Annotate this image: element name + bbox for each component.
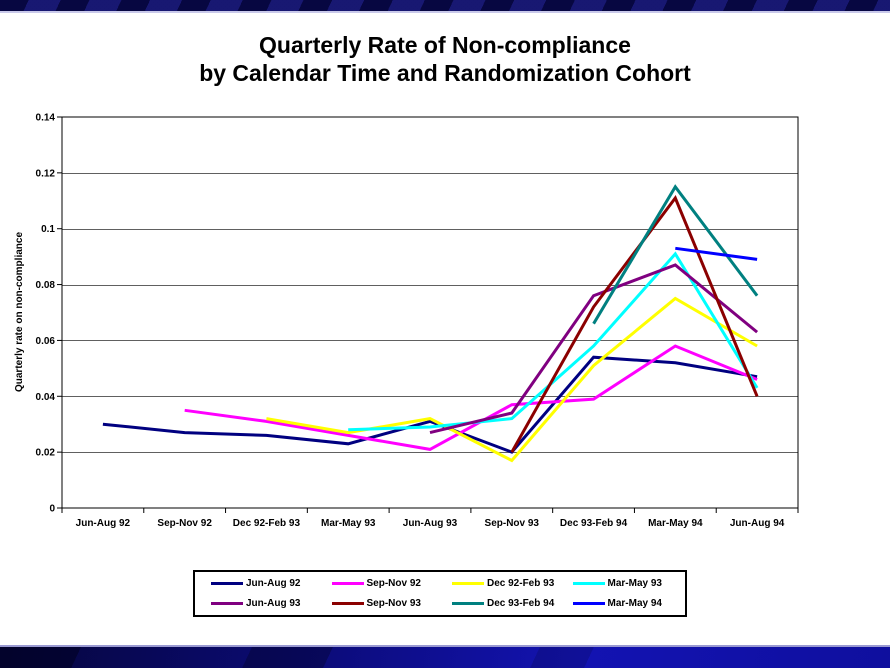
x-tick-label: Dec 92-Feb 93 [233, 518, 301, 529]
legend-swatch [572, 581, 605, 585]
chart-canvas: 0 0.02 0.04 0.06 0.08 0.1 0.12 0.14 Jun-Aug 92 Se… [14, 113, 799, 530]
legend-label: Mar-May 93 [607, 577, 662, 589]
legend-entry: Dec 93-Feb 94 [440, 598, 561, 609]
axis-tick-labels: 0 0.02 0.04 0.06 0.08 0.1 0.12 0.14 Jun-Aug 92 Se… [36, 113, 785, 530]
chart-legend: Jun-Aug 92 Sep-Nov 92 Dec 92-Feb 93 Mar-May… [193, 570, 687, 617]
plot-area [61, 116, 799, 509]
legend-swatch [211, 602, 243, 606]
y-tick-label: 0.04 [36, 392, 56, 403]
legend-entry: Sep-Nov 93 [320, 598, 441, 609]
chart-title: Quarterly Rate of Non-compliance by Cale… [0, 31, 890, 87]
bottom-slide-bar [0, 645, 890, 668]
x-tick-label: Sep-Nov 92 [157, 518, 212, 529]
legend-entry: Mar-May 94 [561, 598, 682, 609]
chart-title-line-1: Quarterly Rate of Non-compliance [259, 32, 631, 58]
x-tick-label: Mar-May 93 [321, 518, 376, 529]
series-line-dec-93-feb-94 [592, 184, 759, 325]
x-tick-label: Jun-Aug 93 [403, 518, 458, 529]
x-tick-label: Sep-Nov 93 [485, 518, 540, 529]
gridlines [62, 173, 798, 453]
y-tick-label: 0.08 [36, 280, 56, 291]
legend-swatch [331, 602, 364, 606]
series-line-jun-aug-92 [102, 355, 758, 454]
legend-swatch [331, 581, 364, 585]
y-tick-label: 0.06 [36, 336, 56, 347]
legend-swatch [452, 602, 484, 606]
y-tick-label: 0.02 [36, 448, 56, 459]
chart-title-line-2: by Calendar Time and Randomization Cohor… [199, 60, 691, 86]
x-tick-label: Jun-Aug 94 [730, 518, 785, 529]
legend-label: Jun-Aug 92 [246, 577, 301, 589]
legend-label: Dec 93-Feb 94 [487, 598, 555, 610]
top-slide-bar [0, 0, 890, 13]
legend-label: Jun-Aug 93 [246, 598, 301, 610]
legend-entry: Sep-Nov 92 [320, 578, 441, 589]
series-lines [102, 184, 759, 463]
legend-entry: Jun-Aug 92 [199, 578, 320, 589]
y-tick-label: 0.12 [36, 168, 56, 179]
legend-entry: Jun-Aug 93 [199, 598, 320, 609]
y-tick-label: 0.14 [36, 113, 56, 124]
legend-entry: Mar-May 93 [561, 578, 682, 589]
series-line-dec-92-feb-93 [266, 296, 758, 463]
legend-label: Sep-Nov 93 [366, 598, 421, 610]
x-tick-label: Jun-Aug 92 [76, 518, 131, 529]
y-tick-label: 0.1 [41, 224, 55, 235]
x-tick-label: Dec 93-Feb 94 [560, 518, 628, 529]
axis-ticks [57, 116, 799, 513]
legend-entry: Dec 92-Feb 93 [440, 578, 561, 589]
series-line-sep-nov-92 [184, 344, 758, 451]
legend-label: Sep-Nov 92 [366, 577, 421, 589]
legend-swatch [452, 581, 484, 585]
legend-swatch [572, 602, 605, 606]
y-tick-label: 0 [49, 504, 55, 515]
y-axis-title: Quarterly rate on non-compliance [14, 232, 25, 392]
legend-label: Dec 92-Feb 93 [487, 577, 555, 589]
series-line-jun-aug-93 [429, 263, 759, 435]
x-tick-label: Mar-May 94 [648, 518, 703, 529]
legend-label: Mar-May 94 [607, 598, 662, 610]
legend-swatch [211, 581, 243, 585]
series-line-mar-may-94 [675, 246, 758, 261]
